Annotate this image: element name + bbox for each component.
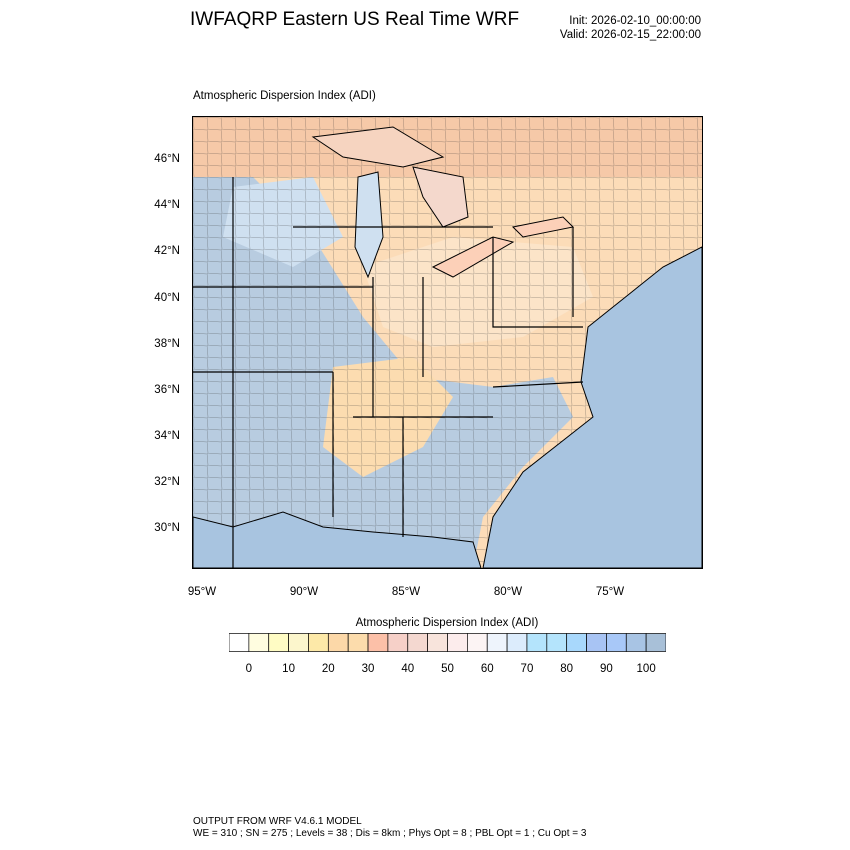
colorbar-box <box>645 633 666 652</box>
map-canvas <box>192 117 703 569</box>
colorbar-box <box>526 633 548 652</box>
colorbar-box <box>486 633 508 652</box>
init-time: Init: 2026-02-10_00:00:00 <box>569 15 701 27</box>
map-title: Atmospheric Dispersion Index (ADI) <box>193 90 376 102</box>
colorbar-box <box>566 633 587 652</box>
time-info: Init: 2026-02-10_00:00:00 Valid: 2026-02… <box>560 14 701 42</box>
lat-label-44n: 44°N <box>154 199 180 211</box>
colorbar-box <box>447 633 468 652</box>
footer-config: WE = 310 ; SN = 275 ; Levels = 38 ; Dis … <box>193 828 587 839</box>
lat-label-42n: 42°N <box>154 245 180 257</box>
colorbar-label: 40 <box>401 663 415 675</box>
colorbar-box <box>248 633 270 652</box>
colorbar-box <box>347 633 369 652</box>
lat-label-32n: 32°N <box>154 476 180 488</box>
adi-map <box>192 116 703 569</box>
state-boundaries <box>193 177 584 568</box>
lat-label-40n: 40°N <box>154 292 180 304</box>
lake-michigan <box>354 171 384 279</box>
lake-superior <box>311 126 445 168</box>
lat-label-36n: 36°N <box>154 384 180 396</box>
valid-time: Valid: 2026-02-15_22:00:00 <box>559 29 701 41</box>
lon-label-80w: 80°W <box>493 586 523 598</box>
lon-label-75w: 75°W <box>595 586 625 598</box>
colorbar-box <box>308 633 329 652</box>
colorbar-box <box>387 633 409 652</box>
colorbar-box <box>229 633 250 652</box>
lon-label-90w: 90°W <box>289 586 319 598</box>
lat-label-34n: 34°N <box>154 430 180 442</box>
colorbar-label: 90 <box>600 663 613 675</box>
colorbar-box <box>367 633 389 652</box>
footer-model: OUTPUT FROM WRF V4.6.1 MODEL <box>193 816 362 827</box>
colorbar <box>229 633 666 652</box>
lon-label-85w: 85°W <box>391 586 421 598</box>
colorbar-label: 0 <box>245 663 253 675</box>
colorbar-title: Atmospheric Dispersion Index (ADI) <box>355 617 539 629</box>
colorbar-box <box>625 633 647 652</box>
lat-label-38n: 38°N <box>154 338 180 350</box>
colorbar-label: 70 <box>520 663 534 675</box>
colorbar-box <box>268 633 289 652</box>
colorbar-label: 80 <box>560 663 574 675</box>
colorbar-box <box>586 633 607 652</box>
colorbar-label: 20 <box>321 663 335 675</box>
colorbar-box <box>546 633 568 652</box>
colorbar-box <box>288 633 309 652</box>
colorbar-box <box>506 633 528 652</box>
colorbar-label: 100 <box>636 663 656 675</box>
lat-label-46n: 46°N <box>154 153 180 165</box>
colorbar-box <box>327 633 349 652</box>
colorbar-label: 30 <box>361 663 375 675</box>
lat-label-30n: 30°N <box>154 522 180 534</box>
colorbar-label: 60 <box>480 663 494 675</box>
lon-label-95w: 95°W <box>187 586 217 598</box>
lake-huron <box>412 166 469 228</box>
colorbar-box <box>427 633 448 652</box>
colorbar-box <box>467 633 488 652</box>
colorbar-box <box>606 633 627 652</box>
colorbar-label: 50 <box>441 663 454 675</box>
colorbar-label: 10 <box>282 663 295 675</box>
plot-title: IWFAQRP Eastern US Real Time WRF <box>190 9 520 30</box>
colorbar-box <box>407 633 428 652</box>
